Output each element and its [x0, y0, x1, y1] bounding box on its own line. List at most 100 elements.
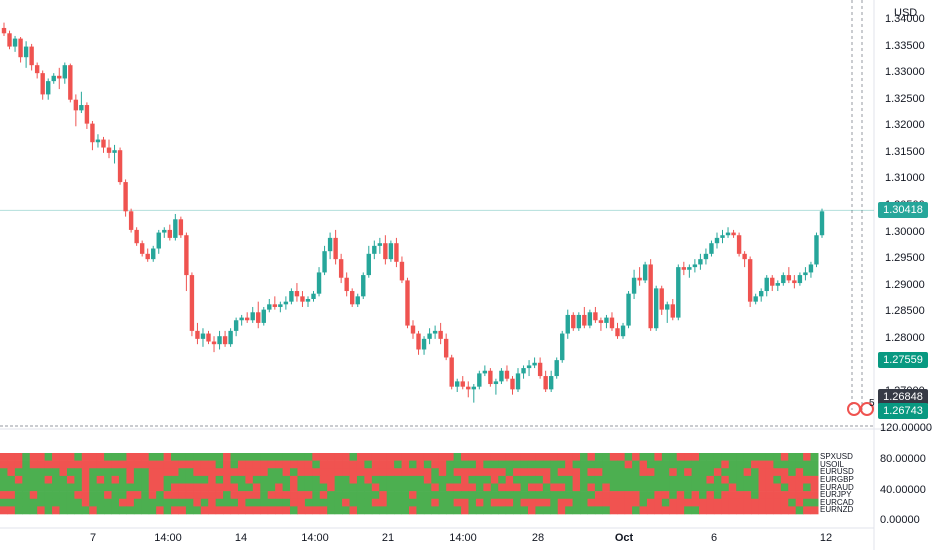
candle-body[interactable] — [283, 301, 289, 305]
candle-body[interactable] — [195, 330, 200, 339]
candle-body[interactable] — [438, 330, 443, 339]
candle-body[interactable] — [775, 283, 780, 286]
candle-body[interactable] — [609, 317, 615, 329]
candle-body[interactable] — [759, 291, 764, 297]
candle-body[interactable] — [57, 75, 62, 79]
candle-body[interactable] — [493, 381, 499, 385]
candle-body[interactable] — [228, 330, 233, 345]
candle-body[interactable] — [432, 330, 438, 334]
candle-body[interactable] — [720, 235, 725, 238]
candle-body[interactable] — [244, 317, 250, 321]
candle-body[interactable] — [753, 296, 758, 302]
candle-body[interactable] — [808, 264, 814, 273]
candle-body[interactable] — [123, 182, 128, 212]
candle-body[interactable] — [526, 365, 532, 369]
candle-body[interactable] — [29, 46, 34, 66]
candle-body[interactable] — [554, 360, 559, 377]
candle-body[interactable] — [361, 275, 366, 297]
candle-body[interactable] — [394, 243, 399, 262]
heatmap-indicator[interactable] — [0, 453, 819, 515]
candle-body[interactable] — [521, 368, 526, 374]
candle-body[interactable] — [455, 381, 460, 387]
candle-body[interactable] — [128, 211, 134, 230]
candle-body[interactable] — [206, 333, 211, 342]
candle-body[interactable] — [84, 105, 90, 124]
candle-body[interactable] — [405, 280, 410, 326]
candle-body[interactable] — [12, 38, 18, 47]
candle-body[interactable] — [289, 291, 294, 302]
candle-body[interactable] — [261, 309, 266, 323]
candlestick-series[interactable] — [1, 22, 825, 403]
candle-body[interactable] — [73, 99, 79, 111]
candle-body[interactable] — [90, 123, 95, 143]
candle-body[interactable] — [620, 325, 626, 337]
candle-body[interactable] — [543, 376, 548, 390]
candle-body[interactable] — [327, 237, 333, 252]
candle-body[interactable] — [659, 288, 664, 310]
candle-body[interactable] — [200, 333, 206, 339]
candle-body[interactable] — [681, 267, 687, 270]
candle-body[interactable] — [300, 296, 305, 302]
candle-body[interactable] — [23, 46, 29, 58]
candle-body[interactable] — [51, 75, 56, 82]
candle-body[interactable] — [742, 253, 747, 260]
candle-body[interactable] — [427, 333, 432, 339]
candle-body[interactable] — [95, 139, 101, 143]
candle-body[interactable] — [112, 150, 117, 153]
candle-body[interactable] — [703, 253, 709, 260]
candle-body[interactable] — [565, 314, 570, 334]
candle-body[interactable] — [272, 304, 278, 307]
candle-body[interactable] — [68, 65, 73, 100]
candle-body[interactable] — [377, 243, 383, 246]
candle-body[interactable] — [134, 229, 139, 244]
candle-body[interactable] — [278, 304, 283, 307]
candle-body[interactable] — [687, 267, 692, 270]
candle-body[interactable] — [770, 277, 775, 286]
candle-body[interactable] — [631, 277, 637, 294]
candle-body[interactable] — [79, 105, 84, 111]
candle-body[interactable] — [117, 150, 123, 183]
candle-body[interactable] — [786, 275, 792, 281]
candle-body[interactable] — [1, 27, 7, 34]
candle-body[interactable] — [443, 338, 449, 358]
candle-body[interactable] — [471, 386, 476, 390]
candle-body[interactable] — [736, 235, 742, 254]
candle-body[interactable] — [305, 299, 311, 302]
candle-body[interactable] — [587, 312, 593, 326]
candle-body[interactable] — [698, 259, 703, 265]
candle-body[interactable] — [653, 288, 659, 329]
candle-body[interactable] — [515, 373, 521, 390]
candle-body[interactable] — [189, 275, 195, 331]
candle-body[interactable] — [670, 304, 675, 318]
candle-body[interactable] — [803, 272, 808, 276]
candle-body[interactable] — [548, 376, 554, 390]
candle-body[interactable] — [560, 333, 565, 361]
candle-body[interactable] — [151, 248, 156, 260]
candle-body[interactable] — [250, 312, 255, 321]
candle-body[interactable] — [184, 235, 189, 276]
candle-body[interactable] — [582, 314, 587, 326]
candle-body[interactable] — [217, 336, 222, 345]
candle-body[interactable] — [167, 229, 173, 238]
candle-body[interactable] — [571, 314, 576, 329]
candle-body[interactable] — [781, 275, 786, 284]
candle-body[interactable] — [156, 232, 161, 249]
candle-body[interactable] — [366, 253, 371, 276]
candle-body[interactable] — [725, 232, 731, 236]
candle-body[interactable] — [222, 336, 228, 345]
candle-body[interactable] — [510, 378, 515, 390]
candle-body[interactable] — [316, 272, 322, 294]
candle-body[interactable] — [34, 65, 40, 74]
candle-body[interactable] — [106, 147, 112, 153]
candle-body[interactable] — [178, 219, 184, 236]
candle-body[interactable] — [488, 370, 493, 385]
candle-body[interactable] — [383, 243, 388, 260]
candle-body[interactable] — [233, 320, 239, 331]
candle-body[interactable] — [709, 243, 714, 254]
candle-body[interactable] — [18, 38, 23, 58]
candle-body[interactable] — [449, 357, 454, 387]
candle-body[interactable] — [338, 259, 344, 278]
candle-body[interactable] — [537, 362, 543, 377]
candle-body[interactable] — [714, 237, 720, 244]
